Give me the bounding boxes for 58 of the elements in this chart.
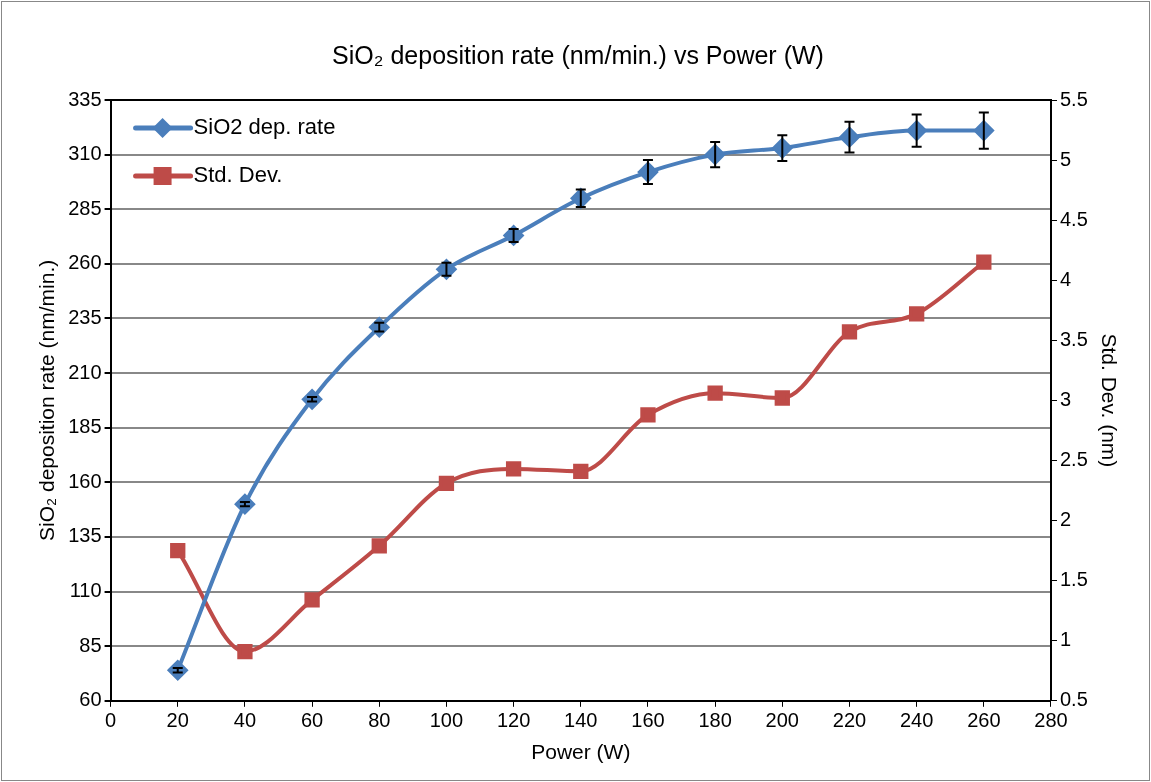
x-tick-label: 0 <box>105 709 117 732</box>
y-tick-label: 135 <box>68 524 102 547</box>
point <box>237 643 253 660</box>
point <box>640 407 656 423</box>
point <box>304 592 320 608</box>
point <box>908 306 925 322</box>
y2-tick-label: 4 <box>1060 267 1072 290</box>
y-tick-label: 210 <box>68 360 102 383</box>
y-tick-label: 285 <box>68 196 102 219</box>
point <box>170 542 186 559</box>
x-tick-label: 180 <box>698 709 732 732</box>
y2-tick-label: 3.5 <box>1060 327 1088 350</box>
y-tick-label: 85 <box>79 633 102 656</box>
y-tick-label: 235 <box>68 305 102 328</box>
x-tick-label: 140 <box>564 709 598 732</box>
x-axis-title: Power (W) <box>531 740 631 764</box>
y-tick-label: 110 <box>69 579 102 602</box>
y2-tick-label: 2 <box>1060 508 1072 531</box>
y2-tick-label: 1.5 <box>1060 568 1088 591</box>
x-tick-label: 60 <box>300 709 324 732</box>
y-axis-title: SiO₂ deposition rate (nm/min.) <box>35 259 59 542</box>
point <box>841 324 858 340</box>
x-tick-label: 200 <box>765 709 799 732</box>
legend-label: SiO2 dep. rate <box>193 114 336 140</box>
y2-tick-label: 2.5 <box>1060 448 1088 470</box>
y2-tick-label: 5.5 <box>1060 87 1088 110</box>
point <box>505 461 522 477</box>
point <box>774 390 790 406</box>
y-tick-label: 260 <box>68 251 102 274</box>
y2-tick-label: 4.5 <box>1060 207 1088 230</box>
chart-title: SiO₂ deposition rate (nm/min.) vs Power (W) <box>332 40 824 69</box>
y-tick-label: 60 <box>79 688 102 711</box>
x-tick-label: 220 <box>832 709 867 732</box>
x-tick-label: 20 <box>166 709 189 732</box>
y-tick-label: 185 <box>68 415 102 438</box>
y2-tick-label: 5 <box>1060 147 1072 170</box>
y-tick-label: 160 <box>68 469 102 492</box>
y-tick-label: 335 <box>68 87 102 110</box>
x-tick-label: 80 <box>368 709 391 732</box>
point <box>976 254 992 270</box>
x-tick-label: 260 <box>967 709 1001 732</box>
x-tick-label: 40 <box>233 709 257 732</box>
x-tick-label: 160 <box>631 709 665 732</box>
point <box>371 538 387 554</box>
y2-tick-label: 1 <box>1060 628 1072 651</box>
y2-tick-label: 0.5 <box>1060 688 1088 711</box>
x-tick-label: 100 <box>429 709 464 732</box>
x-tick-label: 240 <box>899 709 934 732</box>
x-tick-label: 120 <box>496 709 531 732</box>
y2-tick-label: 3 <box>1060 387 1072 410</box>
point <box>438 475 455 491</box>
point <box>707 385 723 401</box>
y-tick-label: 310 <box>68 142 102 165</box>
legend-label: Std. Dev. <box>193 162 283 188</box>
x-tick-label: 280 <box>1034 709 1068 732</box>
point <box>369 317 390 338</box>
point <box>573 463 589 479</box>
y2-axis-title: Std. Dev. (nm) <box>1097 333 1121 468</box>
